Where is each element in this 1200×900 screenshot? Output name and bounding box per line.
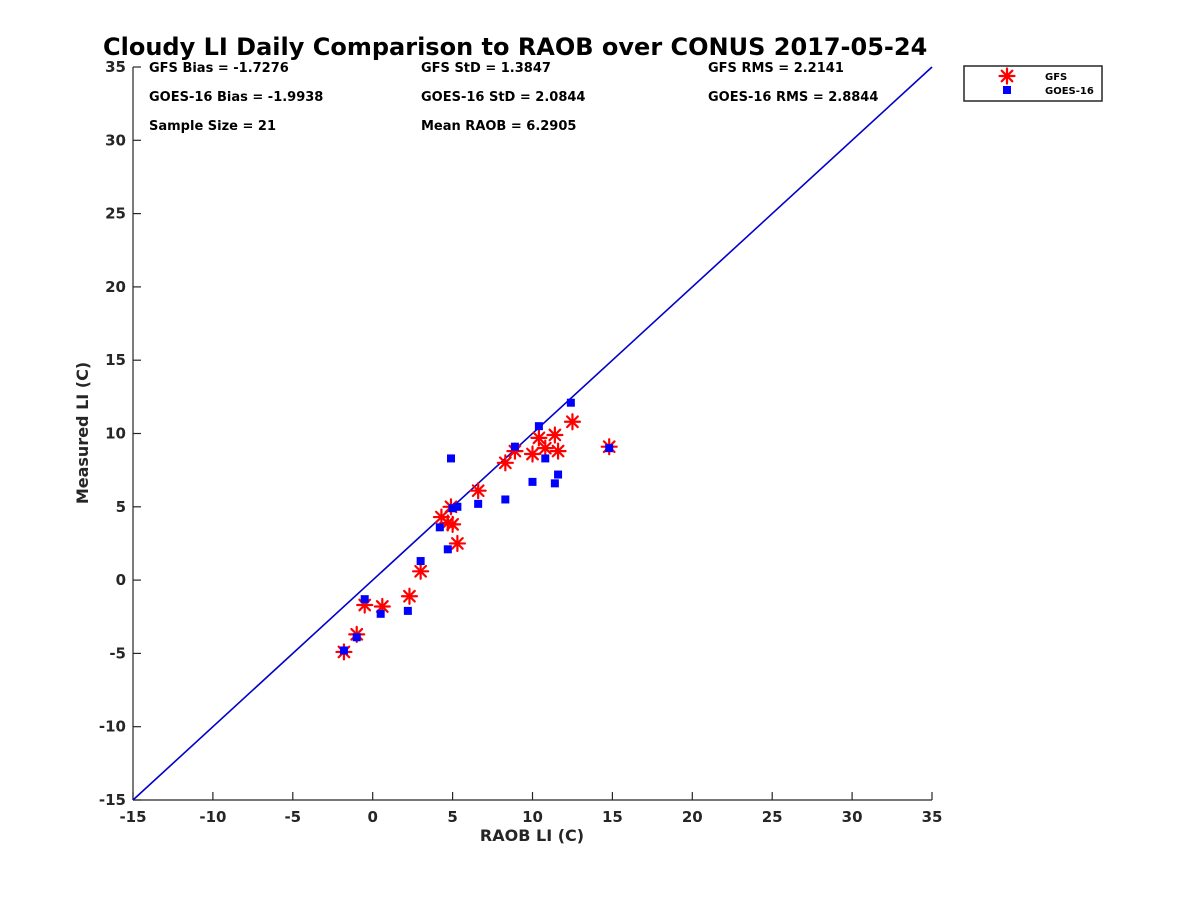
one-to-one-reference-line [132,66,933,801]
x-tick-label: 20 [682,808,703,826]
gfs-point [523,445,542,463]
x-tick-label: 0 [367,808,377,826]
x-tick-label: 15 [602,808,623,826]
stat-annotation: GOES-16 RMS = 2.8844 [708,90,878,105]
x-tick-label: -15 [119,808,146,826]
gfs-point [563,413,582,431]
goes-16-point [510,442,519,451]
goes-16-point [360,595,369,604]
gfs-point [496,454,514,472]
legend-box [963,65,1103,102]
stat-annotation: GFS StD = 1.3847 [421,61,551,76]
legend-items: GFS GOES-16 [998,67,1094,97]
legend-label-goes-16: GOES-16 [1045,86,1094,97]
x-tick-label: -5 [284,808,301,826]
goes-16-point [339,646,348,655]
x-tick-label: 5 [447,808,457,826]
gfs-point [469,482,487,500]
legend-label-gfs: GFS [1045,72,1067,83]
goes-16-point [528,477,537,486]
y-tick-label: 10 [105,425,126,443]
gfs-point [546,426,564,444]
goes-16-point [554,470,563,479]
gfs-point [530,429,548,447]
stats-annotations: GFS Bias = -1.7276 GFS StD = 1.3847 GFS RM… [149,61,878,134]
stat-annotation: Sample Size = 21 [149,119,276,134]
x-tick-label: 35 [922,808,943,826]
legend-marker-goes-16 [1003,86,1011,94]
y-tick-label: 5 [116,498,126,516]
x-tick-label: -10 [199,808,226,826]
x-tick-label: 25 [762,808,783,826]
goes-16-point [416,557,425,566]
y-tick-label: 0 [116,571,126,589]
series-marks [335,398,618,661]
series-goes-16 [339,398,614,655]
y-tick-label: 35 [105,58,126,76]
stat-annotation: Mean RAOB = 6.2905 [421,119,576,134]
x-tick-label: 30 [842,808,863,826]
x-axis-ticks: -15 -10 -5 0 5 10 15 20 25 30 35 [119,792,942,826]
stat-annotation: GOES-16 StD = 2.0844 [421,90,585,105]
x-tick-label: 10 [522,808,543,826]
stat-annotation: GOES-16 Bias = -1.9938 [149,90,323,105]
goes-16-point [448,504,457,513]
y-tick-label: -10 [99,718,126,736]
x-axis-label: RAOB LI (C) [480,826,584,845]
y-tick-label: 30 [105,131,126,149]
y-tick-label: -15 [99,791,126,809]
gfs-point [536,439,554,457]
goes-16-point [443,545,452,554]
y-tick-label: 15 [105,351,126,369]
y-tick-label: 20 [105,278,126,296]
y-axis-label: Measured LI (C) [73,362,92,504]
gfs-point [448,534,466,553]
chart-title: Cloudy LI Daily Comparison to RAOB over … [103,33,927,61]
goes-16-point [403,606,412,615]
stat-annotation: GFS Bias = -1.7276 [149,61,289,76]
stat-annotation: GFS RMS = 2.2141 [708,61,844,76]
goes-16-point [474,499,483,508]
gfs-point [400,587,419,605]
goes-16-point [352,633,361,642]
y-axis-ticks: -15 -10 -5 0 5 10 15 20 25 30 35 [99,58,141,809]
y-tick-label: -5 [109,644,126,662]
goes-16-point [447,454,456,463]
goes-16-point [453,502,462,511]
goes-16-point [435,523,444,532]
goes-16-point [501,495,510,504]
goes-16-point [566,398,575,407]
legend-marker-gfs [998,67,1016,85]
gfs-point [412,562,430,580]
goes-16-point [605,444,614,453]
goes-16-point [534,422,543,431]
goes-16-point [550,479,559,488]
goes-16-point [541,454,550,463]
gfs-point [444,515,462,533]
plot-area: -15 -10 -5 0 5 10 15 20 25 30 35 -15 -10 -5 0 5 10 15 20 2… [99,58,943,826]
goes-16-point [376,609,385,618]
gfs-point [549,442,567,460]
legend: GFS GOES-16 [963,65,1103,102]
y-tick-label: 25 [105,205,126,223]
